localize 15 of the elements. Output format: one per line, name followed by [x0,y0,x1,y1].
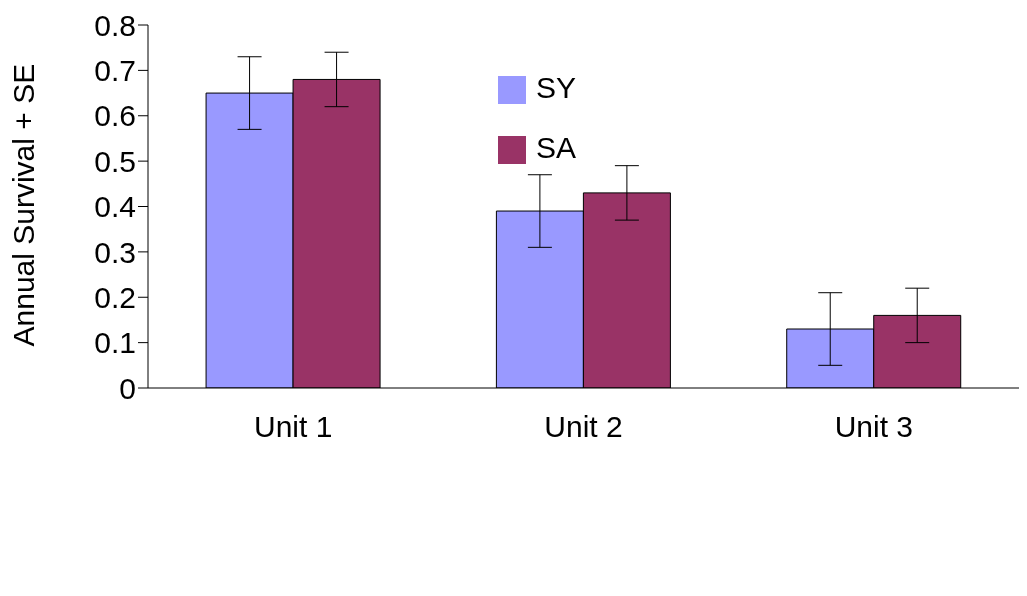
y-tick-label: 0.2 [94,280,136,314]
x-tick-label: Unit 1 [253,410,333,444]
legend-label: SA [536,131,577,164]
y-axis-title: Annual Survival + SE [6,63,40,347]
y-tick-label: 0.4 [94,190,136,224]
x-tick-label: Unit 3 [834,410,914,444]
x-tick-label: Unit 2 [544,410,623,444]
y-tick-label: 0.7 [94,54,136,88]
y-tick-label: 0.8 [94,8,136,42]
y-tick-label: 0.5 [94,144,136,178]
y-tick-label: 0.1 [94,326,136,360]
y-tick-label: 0.3 [94,235,136,269]
y-tick-label: 0 [119,371,136,405]
legend-label: SY [536,71,577,104]
y-tick-label: 0.6 [94,99,136,133]
